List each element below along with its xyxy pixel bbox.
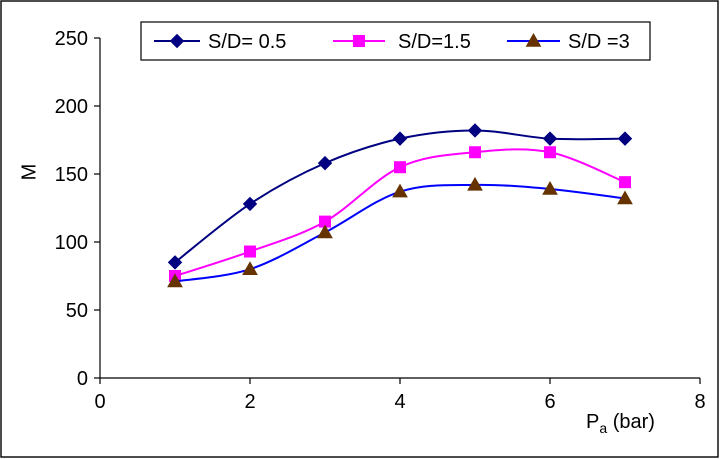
data-point: [542, 131, 558, 146]
y-tick-label: 150: [55, 164, 88, 186]
data-point: [619, 176, 631, 189]
legend-entry-2: S/D=1.5: [333, 31, 471, 53]
y-tick-label: 200: [55, 96, 88, 118]
x-tick-label: 6: [544, 391, 555, 413]
legend-box: [140, 21, 651, 61]
series-1: [167, 123, 633, 270]
data-point: [544, 146, 556, 159]
data-point: [467, 123, 483, 138]
legend-entry-1: S/D= 0.5: [154, 31, 286, 53]
legend-marker: [525, 32, 542, 47]
x-axis-title-unit: (bar): [607, 411, 655, 433]
data-point: [617, 131, 633, 146]
x-tick-label: 8: [694, 391, 705, 413]
y-axis-title: M: [18, 164, 40, 181]
y-tick-label: 250: [55, 28, 88, 50]
legend-marker: [169, 33, 185, 49]
data-point: [394, 161, 406, 174]
series-2: [169, 146, 631, 282]
data-point: [317, 155, 333, 171]
series-3: [167, 176, 633, 288]
axes: 0 50 100 150 200 250 0 2 4 6 8: [55, 28, 706, 413]
y-tick-label: 0: [77, 368, 88, 390]
legend-label: S/D=1.5: [398, 31, 471, 53]
y-tick-label: 50: [66, 300, 88, 322]
data-point: [244, 245, 256, 258]
data-point: [467, 176, 483, 191]
x-tick-label: 2: [244, 391, 255, 413]
data-point: [469, 146, 481, 159]
x-tick-label: 0: [94, 391, 105, 413]
data-point: [317, 224, 333, 239]
data-point: [392, 131, 408, 146]
x-axis-title-main: P: [586, 411, 599, 433]
data-point: [167, 273, 183, 288]
x-axis-title: Pa (bar): [586, 411, 655, 436]
x-axis-title-subscript: a: [599, 420, 607, 436]
legend-entry-3: S/D =3: [507, 31, 630, 53]
data-point: [167, 255, 183, 270]
data-point: [392, 183, 408, 198]
legend: S/D= 0.5 S/D=1.5 S/D =3: [140, 21, 651, 61]
data-point: [242, 261, 258, 275]
data-point: [617, 190, 633, 205]
x-tick-label: 4: [394, 391, 405, 413]
data-point: [542, 180, 558, 195]
data-point: [242, 196, 258, 212]
axis-titles: M Pa (bar): [18, 164, 655, 436]
y-tick-label: 100: [55, 232, 88, 254]
series-layer: [167, 123, 633, 288]
legend-label: S/D =3: [568, 31, 630, 53]
legend-label: S/D= 0.5: [208, 31, 286, 53]
legend-marker: [353, 35, 365, 47]
